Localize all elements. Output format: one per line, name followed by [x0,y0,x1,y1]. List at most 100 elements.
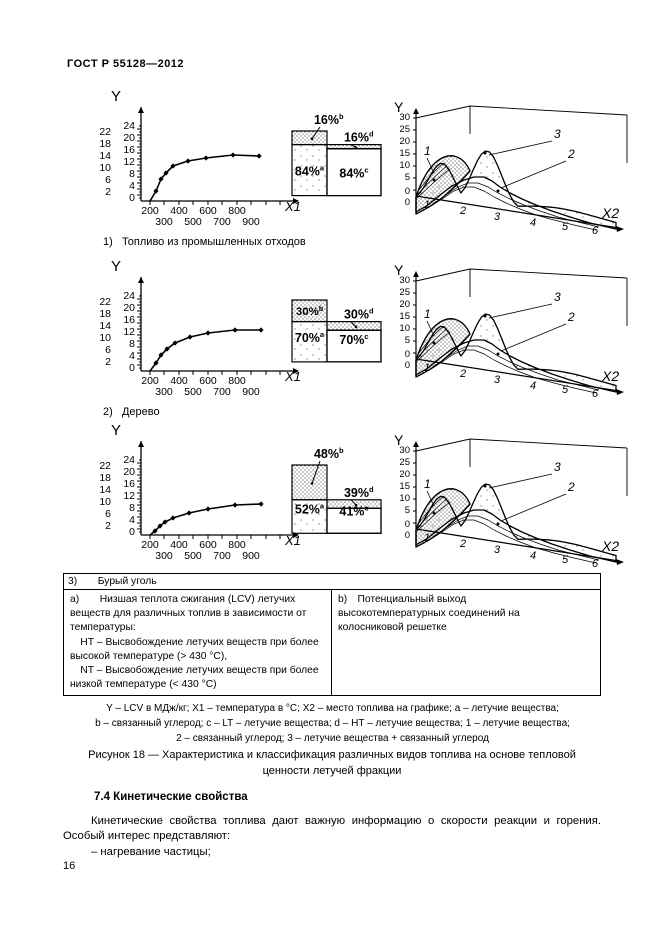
svg-text:3: 3 [494,211,501,223]
svg-text:5: 5 [405,335,410,346]
svg-text:25: 25 [399,287,410,298]
svg-text:8: 8 [129,502,135,514]
svg-text:15: 15 [399,148,410,159]
svg-text:Y: Y [111,88,121,105]
svg-text:500: 500 [184,386,202,397]
svg-text:900: 900 [242,386,260,397]
svg-text:3: 3 [494,374,501,386]
svg-text:0: 0 [129,192,135,204]
svg-text:2: 2 [567,147,575,161]
svg-text:20: 20 [399,299,410,310]
svg-text:16%d: 16%d [344,130,374,145]
svg-text:4: 4 [129,180,135,192]
svg-text:14: 14 [99,484,111,496]
svg-text:3: 3 [494,544,501,556]
svg-text:0: 0 [129,526,135,538]
svg-text:300: 300 [155,386,173,397]
svg-text:12: 12 [123,326,135,338]
svg-text:25: 25 [399,124,410,135]
svg-text:2: 2 [459,205,466,217]
svg-text:0: 0 [405,530,410,541]
svg-text:15: 15 [399,481,410,492]
svg-text:900: 900 [242,550,260,561]
svg-text:84%c: 84%c [339,166,368,181]
svg-text:24: 24 [123,454,135,466]
svg-text:2: 2 [105,520,111,532]
svg-text:16%b: 16%b [314,113,344,127]
svg-text:24: 24 [123,120,135,132]
svg-text:0: 0 [405,360,410,371]
svg-text:20: 20 [399,136,410,147]
svg-text:41%c: 41%c [339,503,368,518]
svg-text:900: 900 [242,216,260,227]
svg-text:30: 30 [399,275,410,286]
svg-text:22: 22 [99,296,111,308]
svg-text:4: 4 [129,350,135,362]
svg-text:30: 30 [399,112,410,123]
svg-text:20: 20 [123,302,135,314]
svg-text:6: 6 [105,344,111,356]
svg-text:18: 18 [99,138,111,150]
svg-text:10: 10 [99,496,111,508]
svg-text:1: 1 [424,477,431,491]
svg-text:2: 2 [105,356,111,368]
svg-text:70%c: 70%c [339,332,368,347]
svg-text:6: 6 [105,174,111,186]
svg-text:4: 4 [530,217,536,229]
svg-text:1: 1 [424,144,431,158]
svg-text:300: 300 [155,216,173,227]
svg-text:25: 25 [399,457,410,468]
svg-text:24: 24 [123,290,135,302]
svg-text:0: 0 [405,349,410,360]
svg-text:20: 20 [123,466,135,478]
svg-text:300: 300 [155,550,173,561]
svg-text:12: 12 [123,490,135,502]
svg-text:48%b: 48%b [314,447,344,461]
svg-text:10: 10 [99,162,111,174]
svg-text:20: 20 [123,132,135,144]
svg-text:2: 2 [567,310,575,324]
svg-text:14: 14 [99,320,111,332]
svg-text:0: 0 [405,186,410,197]
svg-text:15: 15 [399,311,410,322]
svg-text:0: 0 [405,519,410,530]
svg-text:39%d: 39%d [344,485,374,500]
svg-text:18: 18 [99,472,111,484]
svg-text:3: 3 [554,127,561,141]
svg-text:500: 500 [184,550,202,561]
svg-text:10: 10 [399,323,410,334]
svg-text:500: 500 [184,216,202,227]
svg-text:6: 6 [105,508,111,520]
svg-text:30%d: 30%d [344,307,374,322]
svg-text:20: 20 [399,469,410,480]
svg-text:Y: Y [111,258,121,275]
svg-text:18: 18 [99,308,111,320]
svg-text:16: 16 [123,314,135,326]
svg-text:3: 3 [554,290,561,304]
svg-text:10: 10 [399,493,410,504]
svg-text:22: 22 [99,460,111,472]
svg-text:5: 5 [405,505,410,516]
svg-text:8: 8 [129,168,135,180]
svg-text:700: 700 [213,550,231,561]
svg-text:22: 22 [99,126,111,138]
svg-text:12: 12 [123,156,135,168]
svg-text:4: 4 [530,380,536,392]
svg-text:8: 8 [129,338,135,350]
svg-text:2: 2 [459,538,466,550]
svg-text:4: 4 [129,514,135,526]
svg-text:2: 2 [567,480,575,494]
svg-text:Y: Y [111,422,121,439]
svg-text:16: 16 [123,478,135,490]
svg-text:10: 10 [399,160,410,171]
svg-text:0: 0 [405,197,410,208]
svg-text:30: 30 [399,445,410,456]
svg-text:5: 5 [405,172,410,183]
svg-text:10: 10 [99,332,111,344]
svg-text:3: 3 [554,460,561,474]
svg-text:1: 1 [424,307,431,321]
svg-text:2: 2 [459,368,466,380]
svg-text:2: 2 [105,186,111,198]
svg-text:700: 700 [213,216,231,227]
svg-text:0: 0 [129,362,135,374]
